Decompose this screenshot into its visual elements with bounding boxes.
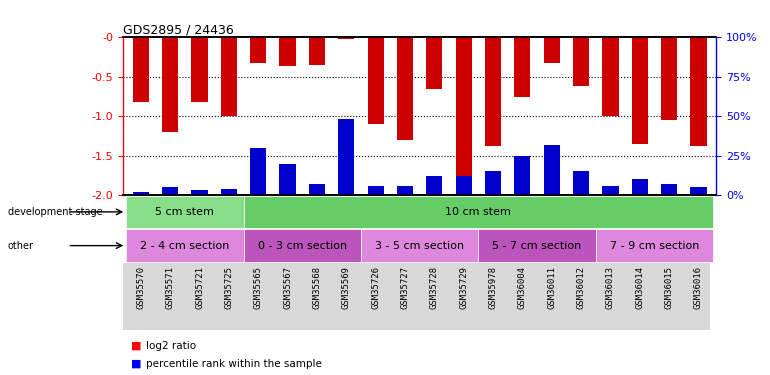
Text: GSM35571: GSM35571 xyxy=(166,266,175,309)
Bar xyxy=(243,196,713,228)
Bar xyxy=(367,186,383,195)
Text: GSM35727: GSM35727 xyxy=(400,266,410,309)
Text: 5 cm stem: 5 cm stem xyxy=(156,207,214,217)
Bar xyxy=(573,38,589,86)
Bar xyxy=(661,184,677,195)
Text: GSM36014: GSM36014 xyxy=(635,266,644,309)
Bar xyxy=(427,38,443,88)
Bar xyxy=(573,171,589,195)
Text: GSM36012: GSM36012 xyxy=(577,266,585,309)
Text: 7 - 9 cm section: 7 - 9 cm section xyxy=(610,241,699,250)
Bar xyxy=(456,38,472,183)
Bar xyxy=(544,38,560,63)
Bar xyxy=(544,145,560,195)
Bar xyxy=(427,176,443,195)
Bar xyxy=(221,38,237,116)
Bar xyxy=(243,230,361,262)
Bar xyxy=(221,189,237,195)
Text: GSM36004: GSM36004 xyxy=(518,266,527,309)
Bar xyxy=(280,38,296,66)
Bar xyxy=(132,192,149,195)
Bar xyxy=(691,38,707,146)
Text: 2 - 4 cm section: 2 - 4 cm section xyxy=(140,241,229,250)
Bar xyxy=(309,184,325,195)
Bar xyxy=(397,186,413,195)
Text: GSM35721: GSM35721 xyxy=(195,266,204,309)
Text: 5 - 7 cm section: 5 - 7 cm section xyxy=(493,241,581,250)
Bar xyxy=(691,187,707,195)
Bar xyxy=(596,230,713,262)
Bar xyxy=(367,38,383,124)
Text: other: other xyxy=(8,241,34,250)
Text: GSM35725: GSM35725 xyxy=(224,266,233,309)
Bar xyxy=(250,148,266,195)
Text: GSM35568: GSM35568 xyxy=(313,266,321,309)
Text: percentile rank within the sample: percentile rank within the sample xyxy=(146,359,322,369)
Bar xyxy=(485,38,501,146)
Bar xyxy=(338,38,354,39)
Text: 3 - 5 cm section: 3 - 5 cm section xyxy=(375,241,464,250)
Text: ■: ■ xyxy=(131,341,142,351)
Bar xyxy=(485,171,501,195)
Text: GSM36016: GSM36016 xyxy=(694,266,703,309)
Bar xyxy=(192,190,208,195)
Bar xyxy=(132,38,149,102)
Text: GSM35565: GSM35565 xyxy=(254,266,263,309)
Text: log2 ratio: log2 ratio xyxy=(146,341,196,351)
Bar xyxy=(162,187,178,195)
Text: GSM35567: GSM35567 xyxy=(283,266,292,309)
Text: GSM36013: GSM36013 xyxy=(606,266,615,309)
Bar xyxy=(338,119,354,195)
Bar xyxy=(478,230,596,262)
Bar xyxy=(661,38,677,120)
Text: GSM35569: GSM35569 xyxy=(342,266,351,309)
Bar xyxy=(514,38,531,96)
Bar xyxy=(602,186,618,195)
Bar xyxy=(602,38,618,116)
Bar xyxy=(456,176,472,195)
Bar xyxy=(192,38,208,102)
Bar xyxy=(631,179,648,195)
Text: GDS2895 / 24436: GDS2895 / 24436 xyxy=(123,23,234,36)
Bar xyxy=(309,38,325,65)
Text: ■: ■ xyxy=(131,359,142,369)
Bar xyxy=(280,164,296,195)
Bar xyxy=(126,230,243,262)
Text: GSM35726: GSM35726 xyxy=(371,266,380,309)
Bar xyxy=(126,196,243,228)
Text: GSM35728: GSM35728 xyxy=(430,266,439,309)
Bar xyxy=(514,156,531,195)
Text: 10 cm stem: 10 cm stem xyxy=(445,207,511,217)
Text: GSM35978: GSM35978 xyxy=(488,266,497,309)
Text: GSM35729: GSM35729 xyxy=(459,266,468,309)
Text: GSM36015: GSM36015 xyxy=(665,266,674,309)
Text: 0 - 3 cm section: 0 - 3 cm section xyxy=(258,241,346,250)
Bar xyxy=(250,38,266,63)
Bar xyxy=(397,38,413,140)
Bar xyxy=(631,38,648,144)
Bar xyxy=(162,38,178,132)
Bar xyxy=(361,230,478,262)
Text: development stage: development stage xyxy=(8,207,102,217)
Text: GSM36011: GSM36011 xyxy=(547,266,556,309)
Text: GSM35570: GSM35570 xyxy=(136,266,146,309)
